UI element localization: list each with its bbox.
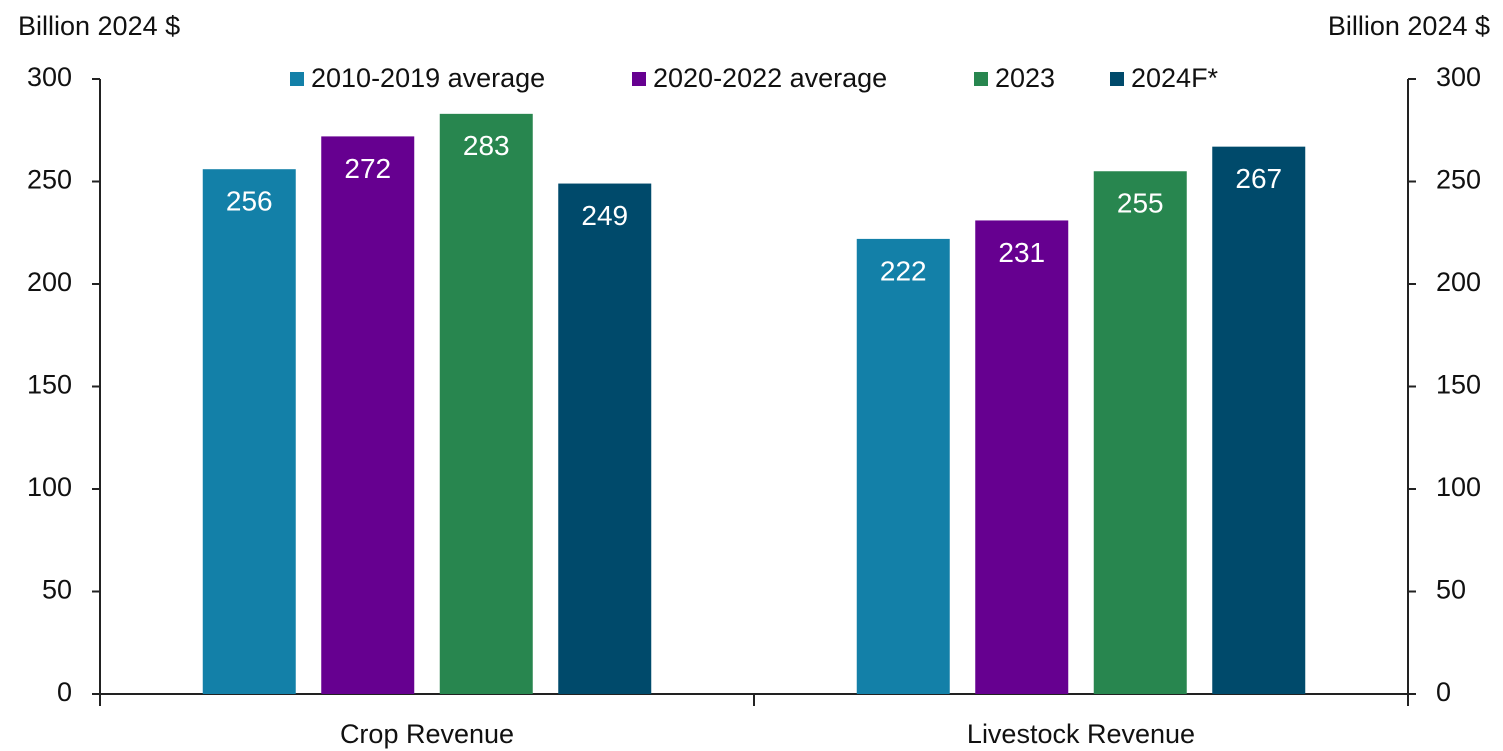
legend-swatch [632,72,646,86]
legend-label: 2024F* [1131,63,1219,93]
y2-tick-label: 250 [1436,165,1481,195]
y2-tick-label: 50 [1436,575,1466,605]
y-tick-label: 100 [27,472,72,502]
legend-swatch [290,72,304,86]
data-label: 283 [463,130,510,161]
legend-swatch [974,72,988,86]
data-label: 267 [1235,163,1282,194]
legend-label: 2023 [995,63,1055,93]
y2-tick-label: 0 [1436,677,1451,707]
bar [1212,146,1306,694]
y-tick-label: 50 [42,575,72,605]
y-axis-label: Billion 2024 $ [18,11,180,41]
bar [202,169,296,694]
legend-label: 2020-2022 average [653,63,887,93]
data-label: 272 [344,153,391,184]
bar [856,238,950,694]
bar [321,136,415,694]
bar [558,183,652,695]
y-tick-label: 200 [27,267,72,297]
x-tick-label: Livestock Revenue [967,719,1195,749]
y2-tick-label: 100 [1436,472,1481,502]
y2-tick-label: 200 [1436,267,1481,297]
legend-swatch [1110,72,1124,86]
x-tick-label: Crop Revenue [340,719,514,749]
y2-tick-label: 300 [1436,62,1481,92]
legend-label: 2010-2019 average [311,63,545,93]
y2-tick-label: 150 [1436,370,1481,400]
y-tick-label: 150 [27,370,72,400]
data-label: 255 [1117,188,1164,219]
bar [439,113,533,695]
data-label: 222 [880,255,927,286]
data-label: 231 [998,237,1045,268]
bar [1093,171,1187,694]
bar [975,220,1069,694]
y-tick-label: 300 [27,62,72,92]
y2-axis-label: Billion 2024 $ [1328,11,1490,41]
y-tick-label: 0 [57,677,72,707]
y-tick-label: 250 [27,165,72,195]
data-label: 256 [226,186,273,217]
data-label: 249 [581,200,628,231]
